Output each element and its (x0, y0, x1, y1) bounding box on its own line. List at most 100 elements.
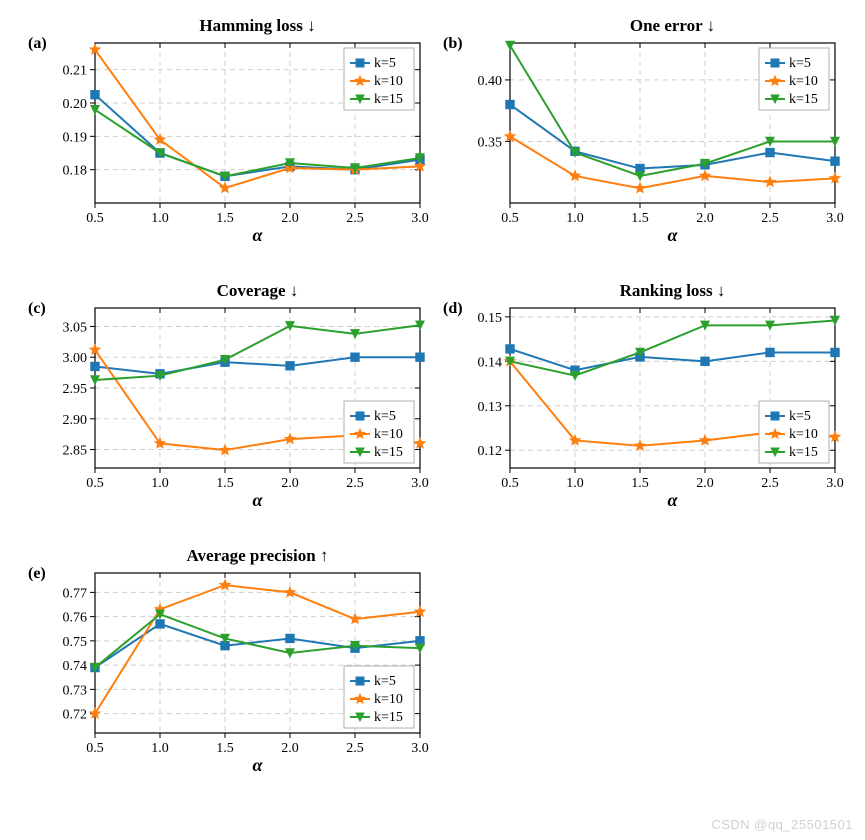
legend-marker (771, 412, 779, 420)
x-tick-label: 3.0 (411, 476, 429, 491)
series-marker (285, 587, 295, 596)
series-line (510, 349, 835, 370)
y-tick-label: 0.40 (478, 74, 503, 89)
chart-svg: One error ↓0.51.01.52.02.53.00.350.40αk=… (450, 15, 850, 245)
chart-svg: Average precision ↑0.51.01.52.02.53.00.7… (35, 545, 435, 775)
chart-svg: Coverage ↓0.51.01.52.02.53.02.852.902.95… (35, 280, 435, 510)
x-tick-label: 0.5 (86, 211, 104, 226)
panel-label: (a) (28, 35, 47, 53)
series-marker (156, 620, 164, 628)
series-line (510, 105, 835, 169)
chart-svg: Hamming loss ↓0.51.01.52.02.53.00.180.19… (35, 15, 435, 245)
series-marker (416, 353, 424, 361)
y-tick-label: 0.19 (63, 130, 88, 145)
legend-label: k=5 (374, 674, 396, 689)
series-marker (635, 441, 645, 450)
x-tick-label: 2.0 (696, 476, 714, 491)
series-marker (506, 100, 514, 108)
figure-grid: (a)Hamming loss ↓0.51.01.52.02.53.00.180… (0, 0, 865, 840)
panel-label: (d) (443, 300, 463, 318)
legend-label: k=10 (374, 74, 403, 89)
series-line (510, 137, 835, 189)
y-tick-label: 0.74 (63, 659, 88, 674)
legend-marker (356, 677, 364, 685)
legend-label: k=15 (789, 445, 818, 460)
legend-marker (771, 59, 779, 67)
chart-panel: (c)Coverage ↓0.51.01.52.02.53.02.852.902… (35, 280, 435, 510)
y-tick-label: 0.14 (478, 355, 503, 370)
series-marker (700, 435, 710, 444)
legend-label: k=5 (789, 56, 811, 71)
chart-title: Average precision ↑ (187, 546, 329, 565)
series-marker (830, 432, 840, 441)
legend-label: k=5 (789, 409, 811, 424)
series-marker (91, 362, 99, 370)
x-tick-label: 2.0 (281, 476, 299, 491)
series-line (510, 320, 835, 375)
series-marker (700, 171, 710, 180)
x-tick-label: 1.0 (566, 211, 584, 226)
x-tick-label: 2.5 (761, 211, 779, 226)
y-tick-label: 0.21 (63, 64, 88, 79)
series-marker (286, 634, 294, 642)
chart-title: Ranking loss ↓ (620, 281, 726, 300)
y-tick-label: 3.05 (63, 320, 88, 335)
chart-svg: Ranking loss ↓0.51.01.52.02.53.00.120.13… (450, 280, 850, 510)
x-tick-label: 0.5 (86, 476, 104, 491)
series-line (95, 357, 420, 374)
x-tick-label: 1.0 (151, 476, 169, 491)
series-marker (90, 44, 100, 53)
panel-label: (e) (28, 565, 46, 583)
x-tick-label: 1.5 (216, 741, 234, 756)
y-tick-label: 2.85 (63, 444, 88, 459)
y-tick-label: 0.75 (63, 635, 88, 650)
x-axis-label: α (253, 755, 264, 775)
series-marker (286, 362, 294, 370)
series-marker (285, 434, 295, 443)
panel-label: (b) (443, 35, 463, 53)
series-marker (351, 353, 359, 361)
x-tick-label: 1.0 (151, 211, 169, 226)
series-marker (415, 438, 425, 447)
x-tick-label: 1.5 (631, 211, 649, 226)
series-marker (90, 345, 100, 354)
x-tick-label: 3.0 (826, 211, 844, 226)
series-marker (350, 614, 360, 623)
x-tick-label: 1.0 (151, 741, 169, 756)
y-tick-label: 3.00 (63, 351, 88, 366)
series-marker (765, 177, 775, 186)
legend-marker (356, 412, 364, 420)
y-tick-label: 0.72 (63, 708, 88, 723)
x-tick-label: 2.0 (281, 741, 299, 756)
watermark: CSDN @qq_25501501 (711, 817, 853, 832)
legend-marker (356, 59, 364, 67)
chart-title: Coverage ↓ (217, 281, 299, 300)
x-tick-label: 0.5 (501, 211, 519, 226)
chart-title: One error ↓ (630, 16, 715, 35)
series-marker (766, 348, 774, 356)
y-tick-label: 0.77 (63, 586, 88, 601)
x-tick-label: 1.5 (631, 476, 649, 491)
legend-label: k=15 (374, 92, 403, 107)
x-tick-label: 2.5 (346, 741, 364, 756)
y-tick-label: 0.18 (63, 164, 88, 179)
series-marker (635, 183, 645, 192)
panel-label: (c) (28, 300, 46, 318)
x-tick-label: 2.5 (346, 211, 364, 226)
series-line (95, 110, 420, 177)
x-tick-label: 3.0 (411, 741, 429, 756)
series-marker (831, 157, 839, 165)
x-tick-label: 1.5 (216, 476, 234, 491)
legend-label: k=10 (374, 692, 403, 707)
x-tick-label: 2.5 (761, 476, 779, 491)
x-tick-label: 2.0 (281, 211, 299, 226)
y-tick-label: 0.73 (63, 683, 88, 698)
legend-label: k=10 (789, 427, 818, 442)
series-marker (766, 148, 774, 156)
y-tick-label: 0.20 (63, 97, 88, 112)
y-tick-label: 2.90 (63, 413, 88, 428)
legend-label: k=15 (374, 710, 403, 725)
y-tick-label: 0.35 (478, 135, 503, 150)
x-tick-label: 2.5 (346, 476, 364, 491)
x-axis-label: α (253, 225, 264, 245)
